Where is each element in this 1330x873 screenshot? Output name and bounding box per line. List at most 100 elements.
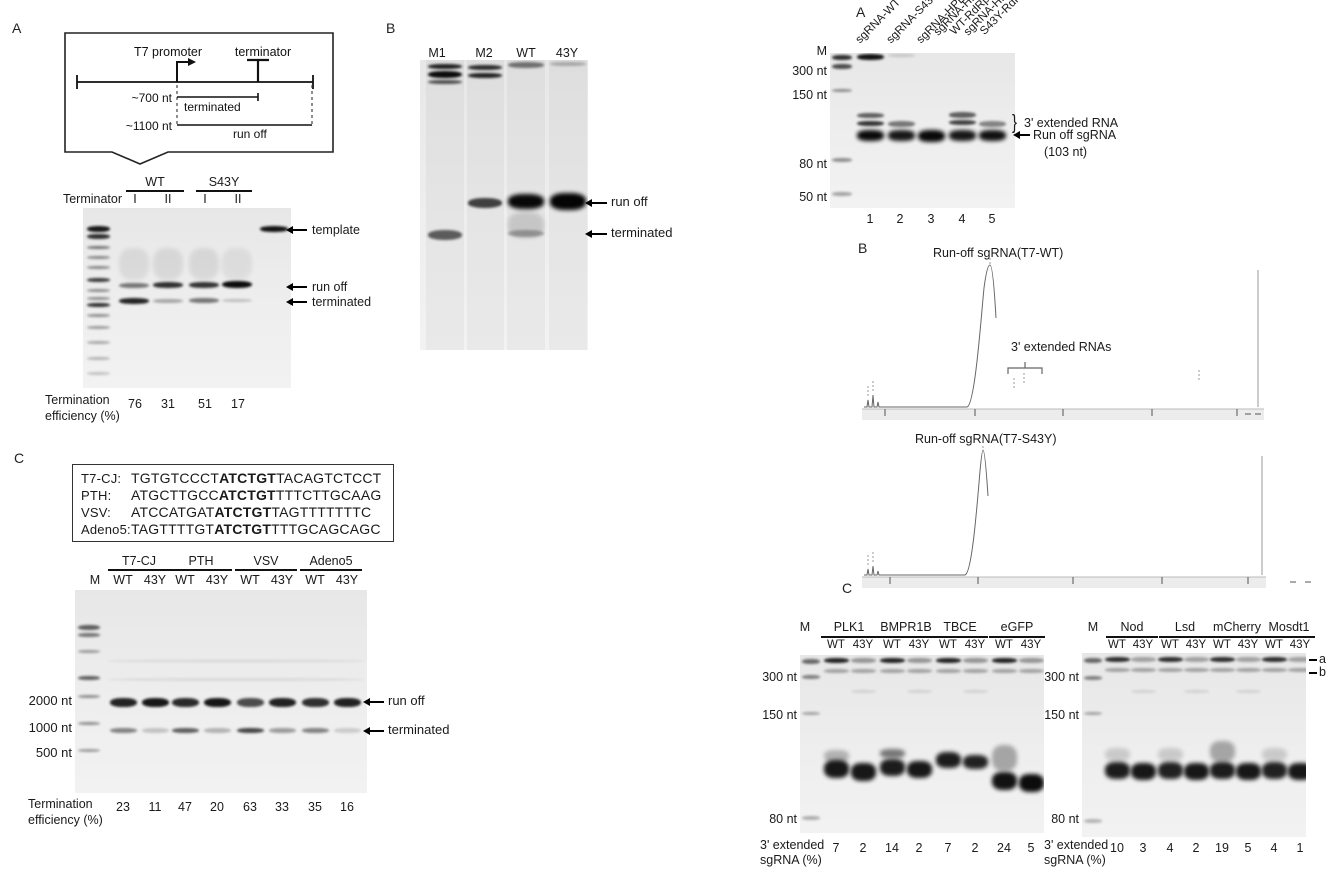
template-annotation: template [312,223,360,237]
size-marker: 50 nt [799,190,827,204]
gel-band-extended [888,121,915,127]
terminator-label: terminator [235,45,291,59]
efficiency-label-line1: Termination [45,393,110,407]
lane-label: I [133,192,137,206]
group-label: Lsd [1174,620,1196,634]
gel-band-terminated [110,728,137,733]
gel-band-terminated [204,728,231,733]
gel-band-a [1158,657,1183,662]
gel-smear [1210,741,1235,762]
extended-pct-value: 5 [1027,841,1035,855]
marker-lane-label: M [89,573,101,587]
sub-label-wt: WT [113,573,133,587]
gel-band [802,675,820,679]
sub-label-43y: 43Y [1289,639,1311,651]
gel-band-b [851,669,876,673]
size-marker: 80 nt [1051,812,1079,826]
sub-label-wt: WT [1265,639,1283,651]
extended-pct-value: 19 [1215,841,1229,855]
terminated-annotation: terminated [312,295,372,309]
lane-number: 4 [958,212,966,226]
runoff-length: ~1100 nt [126,119,173,133]
gel-band [550,62,586,66]
group-underline [300,569,362,571]
gel-band-terminated [302,728,329,733]
arrow-icon [363,726,384,736]
sub-label-43y: 43Y [1185,639,1207,651]
gel-band-main [880,759,905,776]
gel-band-main [1262,762,1287,779]
gel-band [1084,658,1102,663]
gel-band-main [1236,763,1261,780]
gel-band-runoff [918,130,945,142]
gel-band-main [851,763,876,781]
group-underline [108,569,170,571]
arrow-icon [585,198,607,208]
extended-annotation: 3' extended RNA [1024,116,1119,130]
gel-band [832,64,852,69]
gel-band-a [1288,657,1306,662]
terminated-length: ~700 nt [132,91,173,105]
gel-band [87,289,110,292]
arrow-icon [363,697,384,707]
group-label: Adeno5 [309,554,353,568]
size-marker: 80 nt [799,157,827,171]
band-b-label: b [1319,665,1326,679]
terminated-annotation: terminated [388,722,450,737]
sub-label-wt: WT [240,573,260,587]
gel-smear [107,660,365,662]
sub-label-wt: WT [305,573,325,587]
sequence-name: Adeno5: [81,522,131,537]
group-underline [126,190,184,192]
gel-band-a [1131,657,1156,662]
arrow-icon [286,225,307,235]
gel-band-runoff [237,698,264,707]
panel-label-b-left: B [386,20,396,36]
gel-band [87,372,110,375]
runoff-annotation: run off [611,194,648,209]
group-label: PLK1 [833,620,865,634]
extended-pct-label-line1: 3' extended [1044,838,1109,852]
sequence-post: TAGTTTTTTTC [271,504,372,520]
sequence-row: VSV: ATCCATGATATCTGTTAGTTTTTTTC [81,504,393,521]
gel-smear [1262,748,1287,761]
gel-band [78,695,100,698]
gel-band-a [824,658,849,663]
gel-band [87,278,110,282]
gel-band-runoff [888,130,915,141]
sub-label-43y: 43Y [1020,639,1042,651]
gel-smear [222,248,252,280]
gel-band-terminated [428,230,462,240]
panel-label-a-left: A [12,20,22,36]
efficiency-label-line2: efficiency (%) [28,813,103,827]
efficiency-value: 20 [210,800,224,814]
gel-band [428,80,462,84]
group-underline [1106,636,1158,638]
gel-band [857,54,884,60]
gel-image-terminator [83,208,291,388]
gel-band-a [907,658,932,663]
gel-band-main [963,755,988,769]
gel-band [832,192,852,196]
sequence-box: T7-CJ: TGTGTCCCTATCTGTTACAGTCTCCT PTH: ATG… [72,464,394,542]
gel-band-b [880,669,905,673]
size-marker: 2000 nt [28,693,72,708]
group-underline [1211,636,1263,638]
gel-band-a [1184,657,1209,662]
efficiency-value: 16 [340,800,354,814]
gel-band-main [992,772,1017,790]
gel-band [87,246,110,249]
gel-band [87,357,110,360]
group-label: BMPR1B [880,620,932,634]
group-label: mCherry [1213,620,1261,634]
gel-smear [189,248,219,280]
gel-band-terminated [153,299,183,303]
sequence-motif: ATCTGT [218,487,276,503]
extended-pct-value: 2 [859,841,867,855]
sub-label-43y: 43Y [335,573,359,587]
gel-band-b [1236,668,1261,672]
sequence-post: TTTCTTGCAAG [275,487,382,503]
extended-pct-label-line1: 3' extended [760,838,825,852]
extended-pct-label-line2: sgRNA (%) [1044,853,1106,867]
efficiency-value: 47 [178,800,192,814]
